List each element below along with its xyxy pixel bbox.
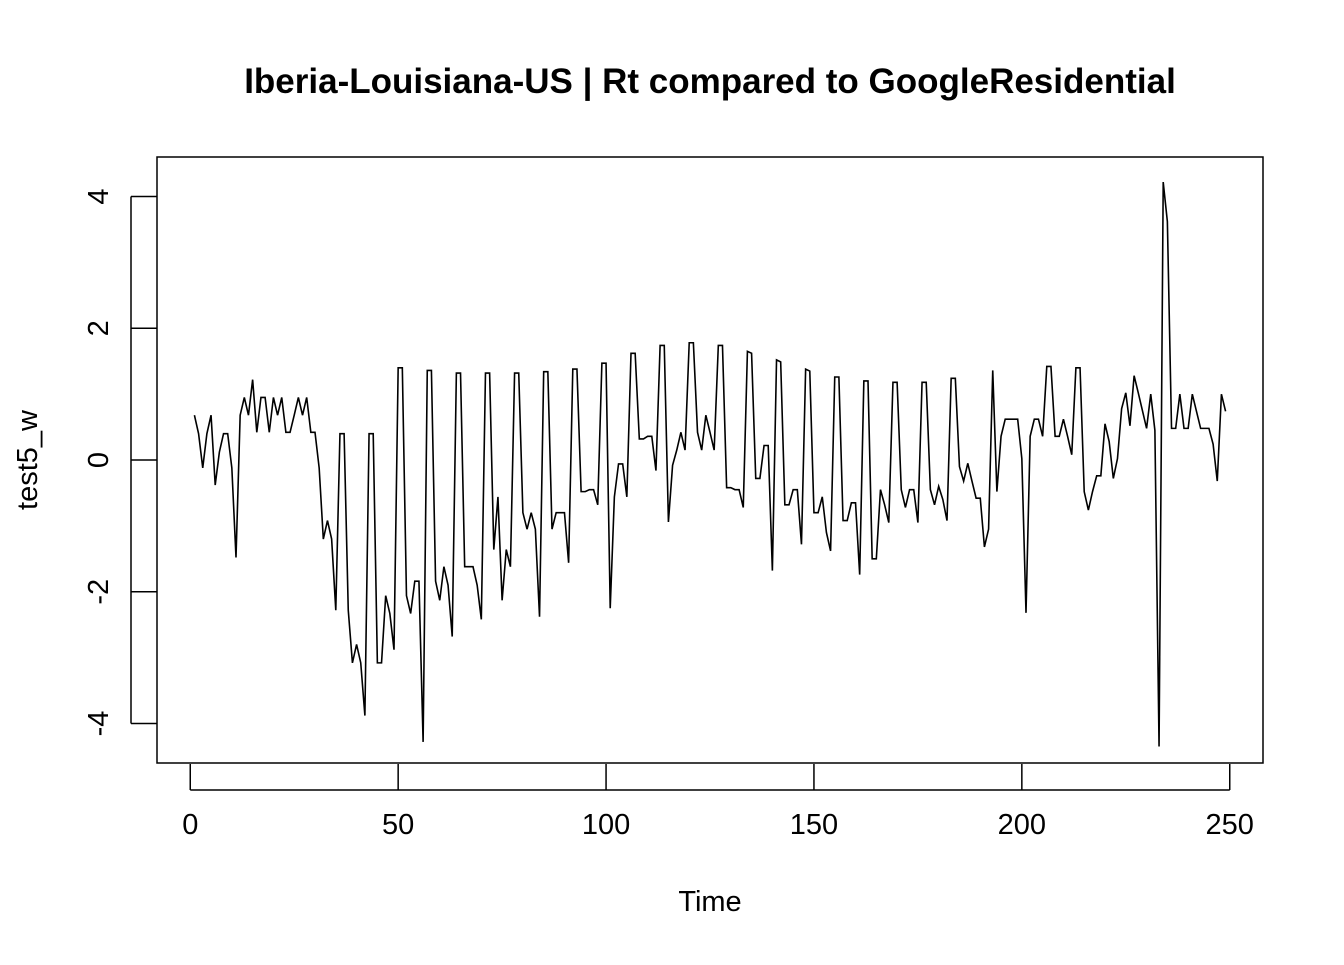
y-tick-label: 0	[83, 452, 115, 468]
x-tick-label: 150	[790, 809, 838, 841]
y-tick-label: -2	[83, 579, 115, 605]
y-axis-label: test5_w	[12, 409, 44, 510]
y-axis: -4 -2 0 2 4	[83, 188, 157, 736]
x-tick-label: 50	[382, 809, 414, 841]
x-tick-label: 100	[582, 809, 630, 841]
series-line-0	[193, 181, 1227, 747]
x-tick-label: 0	[182, 809, 198, 841]
plot-frame	[156, 156, 1264, 764]
x-axis: 0 50 100 150 200 250	[182, 764, 1254, 841]
y-tick-label: -4	[83, 711, 115, 737]
x-axis-label: Time	[678, 886, 741, 918]
x-tick-label: 250	[1206, 809, 1254, 841]
chart-title: Iberia-Louisiana-US | Rt compared to Goo…	[244, 62, 1176, 101]
y-tick-label: 4	[83, 188, 115, 204]
x-tick-label: 200	[998, 809, 1046, 841]
y-tick-label: 2	[83, 320, 115, 336]
series-layer	[193, 181, 1227, 747]
